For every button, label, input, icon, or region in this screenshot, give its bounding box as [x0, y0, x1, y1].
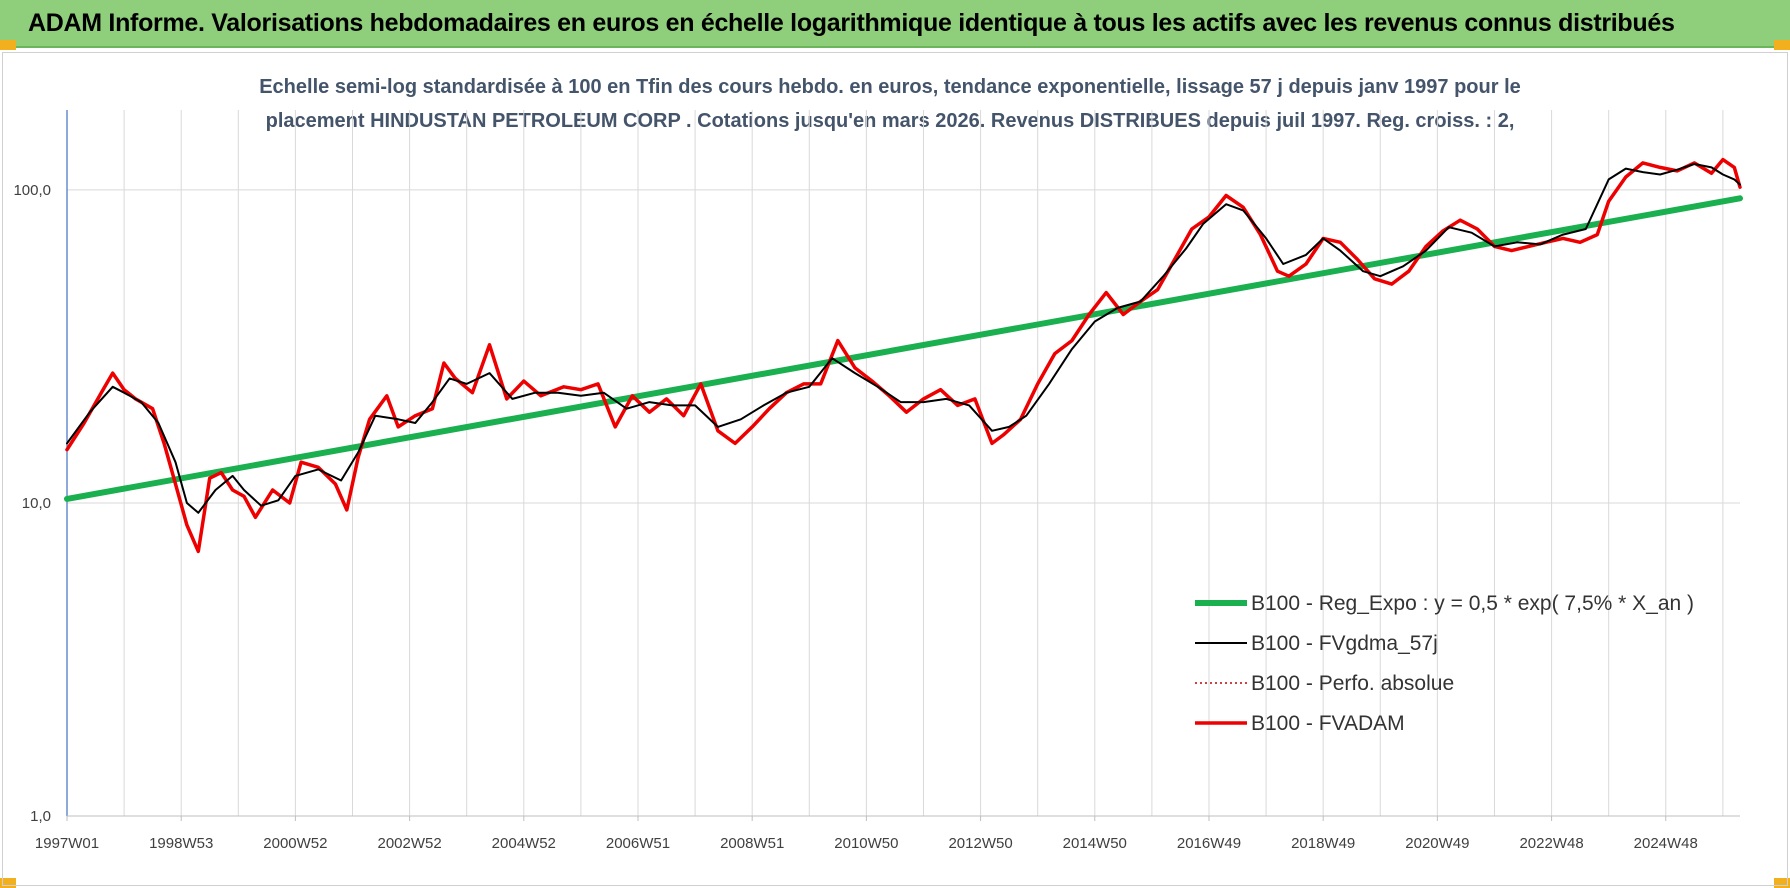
- x-tick-label: 2024W48: [1634, 835, 1698, 852]
- x-tick-label: 1997W01: [35, 835, 99, 852]
- x-tick-label: 2016W49: [1177, 835, 1241, 852]
- x-tick-label: 2004W52: [492, 835, 556, 852]
- series-line-1: [66, 163, 1741, 514]
- x-tick-label: 2010W50: [834, 835, 898, 852]
- x-tick-label: 2002W52: [377, 835, 441, 852]
- chart-title-line-2: placement HINDUSTAN PETROLEUM CORP . Cot…: [265, 110, 1515, 132]
- x-tick-label: 2020W49: [1405, 835, 1469, 852]
- x-tick-label: 1998W53: [149, 835, 213, 852]
- page-title: ADAM Informe. Valorisations hebdomadaire…: [28, 9, 1675, 37]
- chart-area: [2, 52, 1788, 886]
- chart-title-line-1: Echelle semi-log standardisée à 100 en T…: [259, 76, 1521, 98]
- x-tick-label: 2014W50: [1063, 835, 1127, 852]
- y-tick-label: 100,0: [13, 182, 51, 199]
- legend-label: B100 - FVgdma_57j: [1251, 632, 1438, 655]
- series-line-3: [65, 157, 1742, 554]
- x-tick-label: 2022W48: [1519, 835, 1583, 852]
- corner-marker-top-right: [1774, 40, 1790, 50]
- x-tick-label: 2018W49: [1291, 835, 1355, 852]
- x-tick-label: 2006W51: [606, 835, 670, 852]
- corner-marker-bottom-right: [1774, 878, 1790, 888]
- x-tick-label: 2000W52: [263, 835, 327, 852]
- y-tick-label: 10,0: [22, 495, 51, 512]
- series-line-0: [64, 195, 1743, 502]
- corner-marker-top-left: [0, 40, 16, 50]
- header-banner: ADAM Informe. Valorisations hebdomadaire…: [0, 0, 1790, 48]
- legend-label: B100 - Reg_Expo : y = 0,5 * exp( 7,5% * …: [1251, 592, 1694, 615]
- x-tick-label: 2012W50: [948, 835, 1012, 852]
- legend-label: B100 - Perfo. absolue: [1251, 672, 1454, 695]
- corner-marker-bottom-left: [0, 878, 16, 888]
- legend-label: B100 - FVADAM: [1251, 712, 1405, 735]
- y-tick-label: 1,0: [30, 808, 51, 825]
- x-tick-label: 2008W51: [720, 835, 784, 852]
